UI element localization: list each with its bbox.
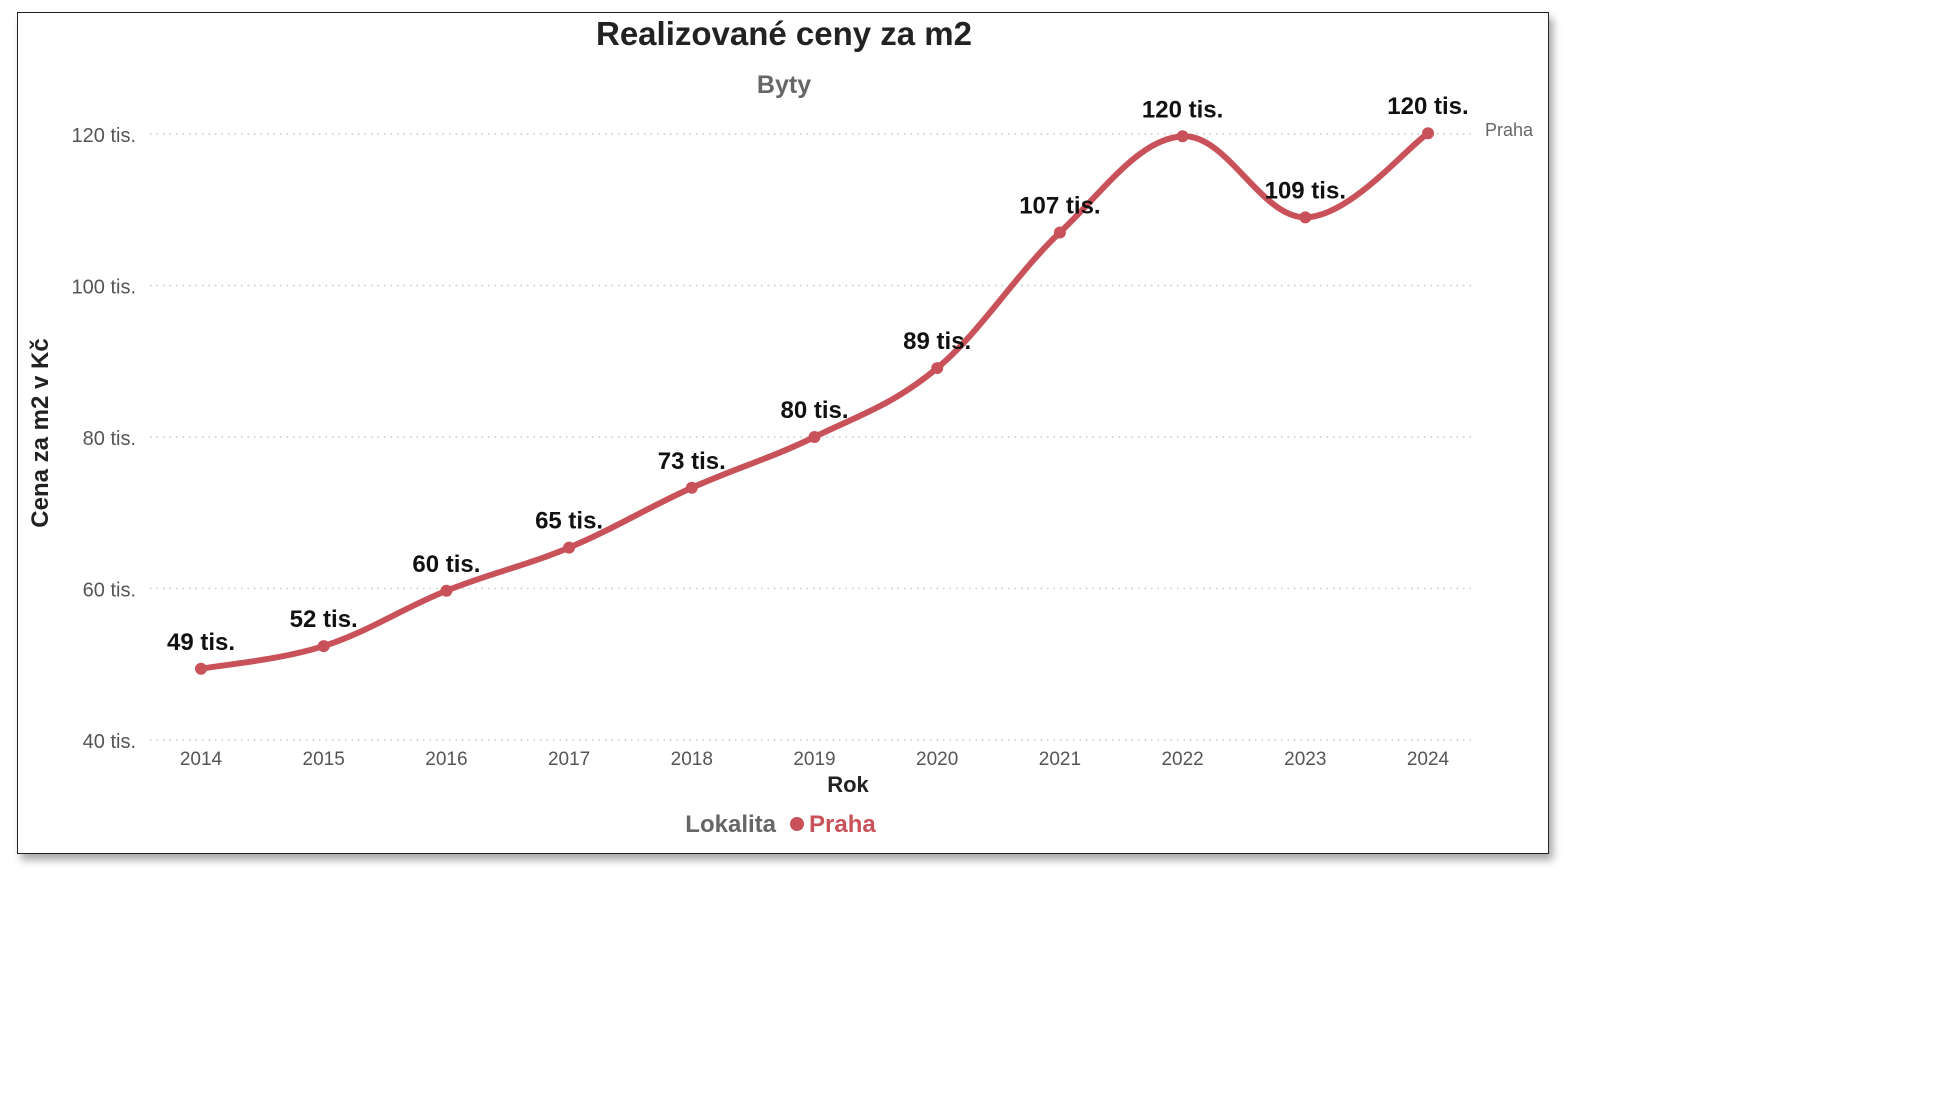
series-line	[198, 130, 1431, 672]
data-point	[1299, 211, 1312, 224]
data-label: 120 tis.	[1387, 93, 1468, 120]
data-label: 65 tis.	[535, 508, 603, 535]
x-axis-label: Rok	[827, 772, 869, 797]
chart-subtitle: Byty	[757, 71, 811, 99]
data-point	[808, 431, 821, 443]
data-label: 80 tis.	[780, 397, 848, 424]
x-tick-label: 2024	[1407, 749, 1450, 770]
x-tick-label: 2015	[303, 749, 345, 770]
series-praha: 49 tis. 52 tis. 60 tis. 65 tis. 73 tis. 80 ti…	[167, 93, 1534, 675]
y-tick-label: 60 tis.	[83, 580, 136, 602]
legend-label-praha: Praha	[809, 811, 876, 838]
y-tick-label: 80 tis.	[83, 428, 136, 450]
data-label: 73 tis.	[658, 448, 726, 475]
x-tick-label: 2017	[548, 749, 590, 770]
data-label: 120 tis.	[1142, 96, 1223, 123]
legend-marker	[790, 817, 804, 831]
x-tick-label: 2019	[793, 749, 835, 770]
x-axis-ticks: 2014 2015 2016 2017 2018 2019 2020 2021 2022 2023…	[180, 749, 1450, 770]
data-point	[685, 481, 698, 494]
chart-title: Realizované ceny za m2	[596, 15, 972, 52]
data-label: 52 tis.	[290, 606, 358, 633]
data-label: 89 tis.	[903, 328, 971, 355]
x-tick-label: 2014	[180, 749, 223, 770]
series-end-label: Praha	[1485, 120, 1534, 140]
y-tick-label: 40 tis.	[83, 731, 136, 753]
data-point	[317, 640, 330, 653]
legend-title: Lokalita	[685, 811, 776, 838]
data-point	[1422, 127, 1434, 140]
data-label: 109 tis.	[1265, 177, 1346, 204]
data-point	[931, 362, 944, 375]
data-label: 49 tis.	[167, 629, 235, 656]
data-point	[440, 584, 453, 597]
y-tick-label: 120 tis.	[72, 125, 136, 147]
y-axis-ticks: 40 tis. 60 tis. 80 tis. 100 tis. 120 tis.	[72, 125, 136, 753]
y-tick-label: 100 tis.	[72, 277, 136, 299]
data-label: 60 tis.	[412, 551, 480, 578]
x-tick-label: 2020	[916, 749, 958, 770]
data-point	[1176, 130, 1189, 143]
data-point	[1053, 226, 1066, 239]
x-tick-label: 2018	[671, 749, 713, 770]
y-axis-label: Cena za m2 v Kč	[27, 338, 54, 527]
data-point	[195, 662, 207, 675]
x-tick-label: 2021	[1039, 749, 1081, 770]
x-tick-label: 2016	[425, 749, 467, 770]
data-label: 107 tis.	[1019, 192, 1100, 219]
data-point	[563, 541, 576, 554]
legend: Lokalita Praha	[685, 811, 876, 838]
x-tick-label: 2023	[1284, 749, 1326, 770]
line-chart: Realizované ceny za m2 Byty 40 tis. 60 ti…	[27, 15, 1534, 838]
x-tick-label: 2022	[1161, 749, 1203, 770]
chart-frame	[17, 12, 1549, 854]
